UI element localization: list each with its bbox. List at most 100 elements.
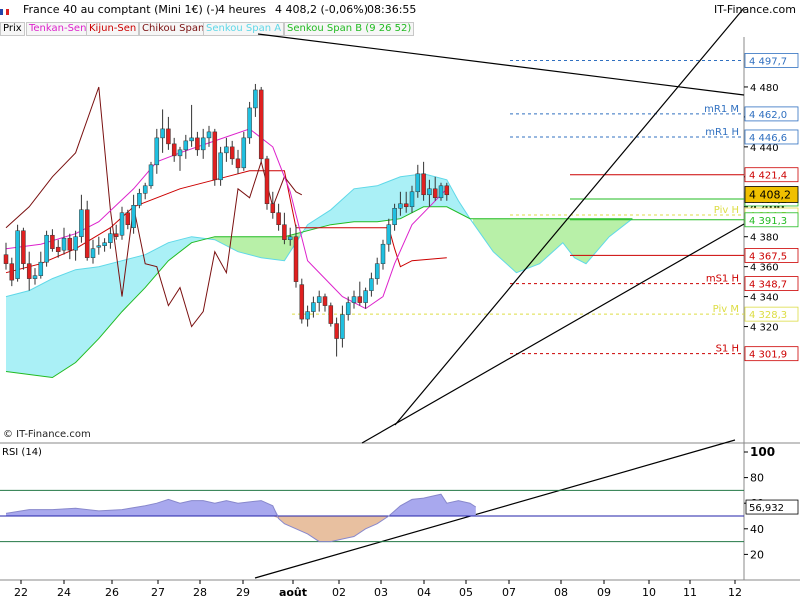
candle-body <box>287 236 293 240</box>
trendline-rsi[interactable] <box>254 439 736 579</box>
level-badge-text-7: 4 367,5 <box>749 251 787 262</box>
candle-27 <box>160 109 165 153</box>
candle-body <box>363 290 368 303</box>
candle-body <box>38 261 44 276</box>
level-badge-6 <box>744 212 799 228</box>
level-badge-text-0: 4 497,7 <box>749 56 787 67</box>
level-label-8: mS1 H <box>706 274 739 285</box>
tenkan-sen-line <box>5 128 448 310</box>
candle-body <box>340 314 345 339</box>
candle-body <box>276 212 281 225</box>
candle-52 <box>305 305 310 327</box>
level-label-1: mR1 M <box>704 104 739 115</box>
candle-body <box>84 209 90 258</box>
candle-body <box>3 254 9 264</box>
rsi-fill-below <box>6 516 476 542</box>
candle-68 <box>398 191 403 216</box>
rsi-tick-label-3: 40 <box>750 523 764 536</box>
candle-44 <box>258 86 264 162</box>
level-badge-text-10: 4 301,9 <box>749 350 787 361</box>
candle-body <box>15 230 20 279</box>
candle-body <box>154 137 160 166</box>
candle-body <box>369 278 374 291</box>
price-tick-label-2: 4 440 <box>750 143 779 154</box>
time-tick-label-13: 09 <box>597 586 611 599</box>
trendline-resistance[interactable] <box>257 33 745 96</box>
candle-69 <box>403 191 409 213</box>
candle-71 <box>415 164 421 198</box>
candle-7 <box>44 230 49 267</box>
horizontal-levels: mR1 M mR1 H Piv H mS1 H Piv M S1 H <box>292 59 744 355</box>
cloud-segment-3 <box>472 218 630 273</box>
level-badge-text-3: 4 421,4 <box>749 171 787 182</box>
candle-65 <box>380 239 386 270</box>
level-badge-2 <box>744 129 799 145</box>
candle-49 <box>287 227 293 246</box>
candle-63 <box>369 272 374 297</box>
candle-57 <box>334 317 339 357</box>
candle-0 <box>3 242 9 270</box>
candle-58 <box>340 305 345 348</box>
candle-24 <box>142 182 148 200</box>
candle-26 <box>154 128 160 174</box>
candle-body <box>322 296 328 306</box>
candle-body <box>125 212 131 225</box>
candle-33 <box>195 131 200 156</box>
legend-senkou-span-b[interactable]: Senkou Span B (9 26 52) <box>284 22 415 36</box>
candle-body <box>61 237 67 251</box>
candle-body <box>241 137 247 169</box>
candle-body <box>9 263 15 281</box>
candle-body <box>258 89 264 160</box>
candle-body <box>282 224 287 240</box>
trendline-support-steep[interactable] <box>394 7 745 426</box>
time-axis: 22 24 26 27 28 29 août 02 03 04 05 07 08 09 10 11 12 <box>14 580 742 599</box>
candle-40 <box>235 149 241 174</box>
brand-name: IT-Finance.com <box>714 3 796 16</box>
candle-body <box>73 236 78 251</box>
candle-64 <box>374 257 380 285</box>
trendline-support-mid[interactable] <box>361 223 745 444</box>
rsi-current-box <box>745 499 799 515</box>
candle-60 <box>351 290 357 309</box>
candle-73 <box>427 179 432 207</box>
cloud-segment-1 <box>209 232 302 261</box>
candle-70 <box>409 185 415 213</box>
legend-senkou-span-a[interactable]: Senkou Span A <box>203 22 285 36</box>
candle-body <box>345 302 351 315</box>
candle-body <box>270 203 276 214</box>
cloud-segment-0 <box>6 236 207 378</box>
candle-body <box>50 234 55 249</box>
level-badge-1 <box>744 106 799 122</box>
time-tick-label-9: 04 <box>417 586 431 599</box>
candle-4 <box>26 251 32 291</box>
candle-22 <box>131 194 136 234</box>
candle-body <box>206 131 212 139</box>
time-tick-label-8: 03 <box>374 586 388 599</box>
candle-74 <box>432 176 438 201</box>
candle-18 <box>108 227 113 249</box>
candle-body <box>32 275 38 279</box>
candle-53 <box>311 296 316 318</box>
candle-body <box>148 164 154 187</box>
trendlines <box>254 7 745 579</box>
candle-62 <box>363 287 368 309</box>
candle-body <box>108 233 113 243</box>
timeframe-label: 4 heures <box>218 3 266 16</box>
chart-header: France 40 au comptant (Mini 1€) (-) 4 he… <box>0 0 800 20</box>
candle-1 <box>9 257 15 287</box>
candle-28 <box>166 116 171 150</box>
legend-price[interactable]: Prix <box>0 22 25 36</box>
candle-35 <box>206 125 212 147</box>
legend-kijun-sen[interactable]: Kijun-Sen <box>86 22 140 36</box>
candle-body <box>44 234 49 263</box>
level-badge-0 <box>744 53 799 68</box>
candle-body <box>67 237 73 251</box>
level-label-10: S1 H <box>716 344 739 355</box>
candle-29 <box>171 137 177 162</box>
candle-body <box>438 185 444 199</box>
candle-20 <box>119 206 125 240</box>
level-badge-text-9: 4 328,3 <box>749 310 787 321</box>
candle-body <box>293 236 299 282</box>
candle-66 <box>386 218 392 252</box>
